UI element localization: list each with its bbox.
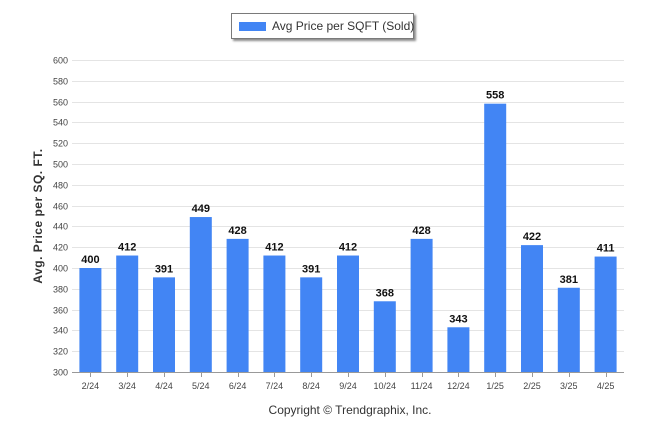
data-label: 391 xyxy=(302,263,320,275)
y-tick-label: 520 xyxy=(53,139,68,149)
y-tick-label: 340 xyxy=(53,326,68,336)
x-tick-label: 4/24 xyxy=(155,381,173,391)
data-label: 343 xyxy=(449,313,467,325)
bar xyxy=(153,277,175,372)
data-label: 428 xyxy=(412,225,430,237)
data-label: 381 xyxy=(560,274,578,286)
bar xyxy=(557,287,580,372)
bar xyxy=(410,238,433,372)
bar xyxy=(484,103,507,373)
y-axis-title: Avg. Price per SQ. FT. xyxy=(31,148,45,283)
y-tick-label: 600 xyxy=(53,56,68,66)
x-tick-label: 11/24 xyxy=(411,381,433,391)
legend-label: Avg Price per SQFT (Sold) xyxy=(272,19,415,33)
x-tick-label: 7/24 xyxy=(266,381,284,391)
data-label: 558 xyxy=(486,90,504,102)
bar xyxy=(300,277,323,372)
bar xyxy=(594,256,617,372)
legend-swatch xyxy=(239,22,266,31)
bar xyxy=(189,217,212,372)
data-label: 449 xyxy=(192,203,210,215)
bar xyxy=(447,327,470,372)
legend: Avg Price per SQFT (Sold) xyxy=(231,13,414,39)
data-label: 428 xyxy=(228,225,246,237)
bar xyxy=(116,255,139,372)
y-tick-label: 420 xyxy=(53,243,68,253)
x-tick-label: 2/24 xyxy=(82,381,100,391)
data-label: 368 xyxy=(376,287,394,299)
bar xyxy=(263,255,286,372)
x-tick-label: 3/24 xyxy=(118,381,136,391)
y-tick-label: 400 xyxy=(53,264,68,274)
data-label: 412 xyxy=(265,242,283,254)
x-tick-label: 5/24 xyxy=(192,381,210,391)
x-tick-label: 10/24 xyxy=(374,381,397,391)
x-tick-label: 3/25 xyxy=(560,381,578,391)
data-label: 400 xyxy=(81,254,99,266)
y-tick-label: 500 xyxy=(53,160,68,170)
x-tick-label: 2/25 xyxy=(523,381,541,391)
data-label: 391 xyxy=(155,263,173,275)
data-label: 411 xyxy=(597,243,615,255)
x-tick-label: 6/24 xyxy=(229,381,247,391)
bar xyxy=(373,301,396,372)
x-tick-label: 4/25 xyxy=(597,381,615,391)
y-tick-label: 560 xyxy=(53,98,68,108)
data-label: 412 xyxy=(118,242,136,254)
y-tick-label: 380 xyxy=(53,285,68,295)
y-tick-label: 300 xyxy=(53,368,68,378)
bar xyxy=(521,245,543,372)
bar xyxy=(337,255,359,372)
y-tick-label: 460 xyxy=(53,202,68,212)
y-tick-label: 580 xyxy=(53,77,68,87)
x-tick-label: 8/24 xyxy=(302,381,320,391)
data-label: 412 xyxy=(339,242,357,254)
y-tick-label: 540 xyxy=(53,118,68,128)
y-tick-label: 320 xyxy=(53,347,68,357)
data-label: 422 xyxy=(523,231,541,243)
x-tick-label: 12/24 xyxy=(447,381,470,391)
y-tick-label: 480 xyxy=(53,181,68,191)
copyright-text: Copyright © Trendgraphix, Inc. xyxy=(268,403,432,417)
y-tick-label: 360 xyxy=(53,306,68,316)
bar xyxy=(79,268,102,372)
bar xyxy=(226,238,249,372)
x-tick-label: 9/24 xyxy=(339,381,357,391)
x-tick-label: 1/25 xyxy=(486,381,504,391)
y-tick-label: 440 xyxy=(53,222,68,232)
